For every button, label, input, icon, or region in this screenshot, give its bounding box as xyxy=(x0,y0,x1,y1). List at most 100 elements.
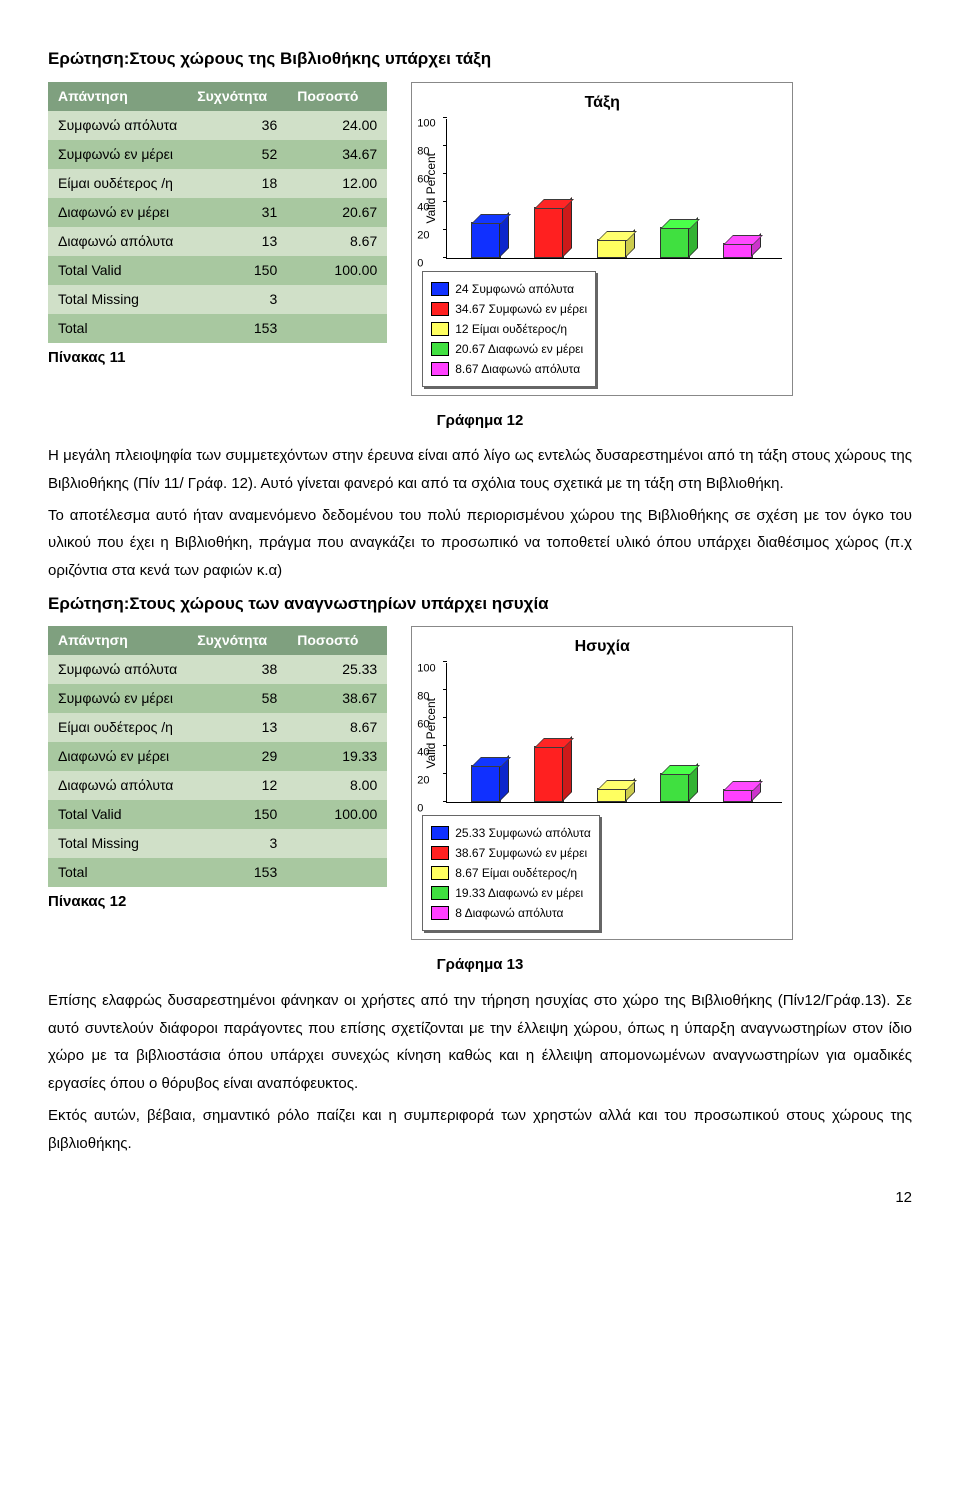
table-cell: Είμαι ουδέτερος /η xyxy=(48,713,187,742)
chart-axes: 020406080100 xyxy=(446,663,782,803)
grafima-label: Γράφημα 12 xyxy=(48,410,912,433)
legend-item: 8.67 Είμαι ουδέτερος/η xyxy=(431,864,591,882)
table-cell: Total Valid xyxy=(48,800,187,829)
question-title: Ερώτηση:Στους χώρους της Βιβλιοθήκης υπά… xyxy=(48,46,912,72)
table-cell: 100.00 xyxy=(287,256,387,285)
legend-label: 8.67 Είμαι ουδέτερος/η xyxy=(455,864,577,882)
chart-ytick: 20 xyxy=(417,772,429,789)
table-cell: 20.67 xyxy=(287,198,387,227)
legend-swatch xyxy=(431,906,449,920)
table-row: Total Missing3 xyxy=(48,285,387,314)
chart-ytick: 80 xyxy=(417,143,429,160)
legend-label: 19.33 Διαφωνώ εν μέρει xyxy=(455,884,583,902)
table-cell: 8.00 xyxy=(287,771,387,800)
table-row: Διαφωνώ απόλυτα138.67 xyxy=(48,227,387,256)
table-cell: 25.33 xyxy=(287,655,387,684)
table-cell xyxy=(287,314,387,343)
legend-item: 8 Διαφωνώ απόλυτα xyxy=(431,904,591,922)
question-title: Ερώτηση:Στους χώρους των αναγνωστηρίων υ… xyxy=(48,591,912,617)
table-cell: Συμφωνώ εν μέρει xyxy=(48,684,187,713)
table-cell: Διαφωνώ απόλυτα xyxy=(48,771,187,800)
chart-ytick: 40 xyxy=(417,199,429,216)
q2-chart: ΗσυχίαValid Percent02040608010025.33 Συμ… xyxy=(411,626,793,940)
table-row: Συμφωνώ εν μέρει5234.67 xyxy=(48,140,387,169)
table-header: Ποσοστό xyxy=(287,82,387,111)
table-cell: 18 xyxy=(187,169,287,198)
table-cell: Συμφωνώ απόλυτα xyxy=(48,655,187,684)
table-cell: Διαφωνώ εν μέρει xyxy=(48,742,187,771)
chart-ytick: 20 xyxy=(417,227,429,244)
table-cell: 38 xyxy=(187,655,287,684)
legend-swatch xyxy=(431,886,449,900)
body-paragraph: Εκτός αυτών, βέβαια, σημαντικό ρόλο παίζ… xyxy=(48,1102,912,1158)
chart-bar xyxy=(534,748,570,802)
body-paragraph: Επίσης ελαφρώς δυσαρεστημένοι φάνηκαν οι… xyxy=(48,987,912,1098)
table-cell: 150 xyxy=(187,256,287,285)
table-cell: 8.67 xyxy=(287,713,387,742)
table-header: Συχνότητα xyxy=(187,82,287,111)
chart-ytick: 0 xyxy=(417,800,423,817)
q1-row: ΑπάντησηΣυχνότηταΠοσοστό Συμφωνώ απόλυτα 3… xyxy=(48,82,912,396)
legend-item: 25.33 Συμφωνώ απόλυτα xyxy=(431,824,591,842)
q2-table: ΑπάντησηΣυχνότηταΠοσοστόΣυμφωνώ απόλυτα3… xyxy=(48,626,387,887)
table-cell: 13 xyxy=(187,227,287,256)
table-header: Απάντηση xyxy=(48,82,187,111)
table-row: Συμφωνώ εν μέρει5838.67 xyxy=(48,684,387,713)
table-cell: 58 xyxy=(187,684,287,713)
table-cell xyxy=(287,858,387,887)
table-cell: Συμφωνώ εν μέρει xyxy=(48,140,187,169)
table-cell xyxy=(287,829,387,858)
table-cell: 3 xyxy=(187,829,287,858)
legend-label: 8 Διαφωνώ απόλυτα xyxy=(455,904,563,922)
q1-table: ΑπάντησηΣυχνότηταΠοσοστό Συμφωνώ απόλυτα 3… xyxy=(48,82,387,343)
pinakas-label: Πίνακας 11 xyxy=(48,347,387,370)
table-row: Διαφωνώ εν μέρει3120.67 xyxy=(48,198,387,227)
chart-axes: 020406080100 xyxy=(446,119,782,259)
legend-label: 12 Είμαι ουδέτερος/η xyxy=(455,320,567,338)
table-row: Συμφωνώ απόλυτα3825.33 xyxy=(48,655,387,684)
table-cell: Συμφωνώ απόλυτα xyxy=(48,111,187,140)
legend-swatch xyxy=(431,362,449,376)
chart-bar xyxy=(471,767,507,802)
table-cell: 153 xyxy=(187,314,287,343)
legend-label: 38.67 Συμφωνώ εν μέρει xyxy=(455,844,587,862)
table-cell: 19.33 xyxy=(287,742,387,771)
legend-label: 34.67 Συμφωνώ εν μέρει xyxy=(455,300,587,318)
chart-bar xyxy=(597,241,633,258)
table-cell: 31 xyxy=(187,198,287,227)
body-paragraph: Η μεγάλη πλειοψηφία των συμμετεχόντων στ… xyxy=(48,442,912,498)
legend-swatch xyxy=(431,322,449,336)
table-row: Total153 xyxy=(48,858,387,887)
chart-title: Ησυχία xyxy=(422,635,782,659)
pinakas-label: Πίνακας 12 xyxy=(48,891,387,914)
table-cell: Διαφωνώ εν μέρει xyxy=(48,198,187,227)
table-cell: 12 xyxy=(187,771,287,800)
legend-item: 19.33 Διαφωνώ εν μέρει xyxy=(431,884,591,902)
table-row: Διαφωνώ απόλυτα128.00 xyxy=(48,771,387,800)
legend-item: 38.67 Συμφωνώ εν μέρει xyxy=(431,844,591,862)
table-row: Total Valid150100.00 xyxy=(48,800,387,829)
table-cell: Total xyxy=(48,314,187,343)
table-cell: 150 xyxy=(187,800,287,829)
table-cell: 3 xyxy=(187,285,287,314)
legend-label: 24 Συμφωνώ απόλυτα xyxy=(455,280,574,298)
chart-plot: Valid Percent020406080100 xyxy=(422,119,782,259)
table-header: Απάντηση xyxy=(48,626,187,655)
table-header: Συχνότητα xyxy=(187,626,287,655)
legend-item: 12 Είμαι ουδέτερος/η xyxy=(431,320,587,338)
grafima-label: Γράφημα 13 xyxy=(48,954,912,977)
legend-swatch xyxy=(431,282,449,296)
table-cell: 153 xyxy=(187,858,287,887)
table-header: Ποσοστό xyxy=(287,626,387,655)
table-cell: 100.00 xyxy=(287,800,387,829)
legend-item: 8.67 Διαφωνώ απόλυτα xyxy=(431,360,587,378)
chart-ytick: 100 xyxy=(417,115,435,132)
chart-ytick: 80 xyxy=(417,688,429,705)
chart-ytick: 100 xyxy=(417,660,435,677)
table-cell: Total Missing xyxy=(48,285,187,314)
chart-title: Τάξη xyxy=(422,91,782,115)
table-cell: Total Missing xyxy=(48,829,187,858)
chart-ytick: 60 xyxy=(417,171,429,188)
table-cell: 52 xyxy=(187,140,287,169)
legend-swatch xyxy=(431,866,449,880)
